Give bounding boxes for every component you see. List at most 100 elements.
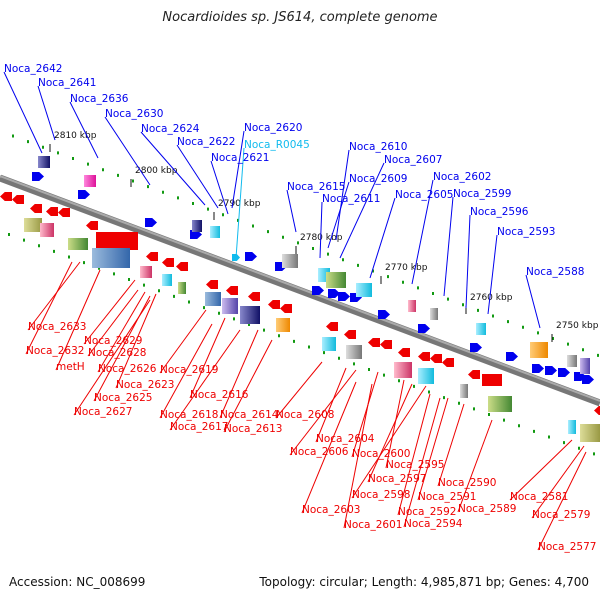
kbp-tick-label: 2790 kbp bbox=[218, 199, 261, 209]
leader-line bbox=[231, 130, 245, 209]
ruler-dot bbox=[492, 314, 494, 318]
feature-block bbox=[140, 266, 152, 278]
ruler-dot bbox=[597, 353, 599, 357]
ruler-dot bbox=[282, 235, 284, 239]
forward-gene-arrow bbox=[190, 230, 202, 239]
reverse-gene-arrow bbox=[226, 286, 238, 295]
genome-summary-text: Topology: circular; Length: 4,985,871 bp… bbox=[259, 575, 589, 589]
leader-line bbox=[417, 397, 449, 501]
ruler-dot bbox=[117, 173, 119, 177]
leader-line bbox=[87, 289, 139, 357]
feature-block bbox=[276, 318, 290, 332]
bottom-gene-label: Noca_2616 bbox=[190, 389, 249, 401]
ruler-dot bbox=[57, 151, 59, 155]
bottom-gene-label: Noca_2589 bbox=[458, 503, 516, 515]
leader-line bbox=[37, 85, 56, 141]
feature-block bbox=[346, 345, 362, 359]
feature-block bbox=[530, 342, 548, 358]
leader-line bbox=[97, 291, 146, 373]
ruler-dot bbox=[473, 407, 475, 411]
leader-line bbox=[385, 379, 405, 469]
ruler-dot bbox=[207, 207, 209, 211]
ruler-dot bbox=[68, 255, 70, 259]
ruler-dot bbox=[563, 441, 565, 445]
feature-block bbox=[222, 298, 238, 314]
ruler-dot bbox=[53, 249, 55, 253]
ruler-dot bbox=[357, 263, 359, 267]
bottom-gene-label: Noca_2623 bbox=[116, 379, 174, 391]
ruler-dot bbox=[518, 424, 520, 428]
bottom-gene-label: Noca_2590 bbox=[438, 477, 496, 489]
reverse-gene-arrow bbox=[398, 348, 410, 357]
bottom-gene-label: Noca_2632 bbox=[26, 345, 84, 357]
ruler-dot bbox=[567, 342, 569, 346]
feature-block bbox=[210, 226, 220, 238]
reverse-gene-arrow bbox=[46, 207, 58, 216]
leader-line bbox=[27, 261, 81, 331]
bottom-gene-label: Noca_2626 bbox=[98, 363, 157, 375]
leader-line bbox=[319, 201, 323, 259]
ruler-dot bbox=[177, 196, 179, 200]
leader-line bbox=[301, 381, 357, 514]
leader-line bbox=[351, 371, 379, 458]
leader-line bbox=[531, 445, 585, 519]
reverse-gene-arrow bbox=[430, 354, 442, 363]
gene-labels: Noca_2642 Noca_2641 Noca_2636 Noca_2630 Noca… bbox=[4, 63, 596, 553]
forward-gene-arrow bbox=[312, 286, 324, 295]
ruler-dot bbox=[387, 275, 389, 279]
ruler-dot bbox=[27, 140, 29, 144]
feature-block bbox=[322, 337, 336, 351]
reverse-gene-arrow bbox=[146, 252, 158, 261]
bottom-gene-label: Noca_2594 bbox=[404, 518, 463, 530]
top-gene-label: Noca_2607 bbox=[384, 154, 442, 166]
bottom-gene-label: Noca_2627 bbox=[74, 406, 132, 418]
bottom-gene-label: Noca_2628 bbox=[88, 347, 146, 359]
top-gene-label: Noca_2611 bbox=[322, 193, 380, 205]
ruler-dot bbox=[267, 230, 269, 234]
reverse-gene-arrow bbox=[594, 406, 600, 415]
forward-gene-arrow bbox=[32, 172, 44, 181]
bottom-gene-label: Noca_2577 bbox=[538, 541, 596, 553]
reverse-gene-arrow bbox=[206, 280, 218, 289]
leader-line bbox=[327, 181, 350, 249]
ruler-dot bbox=[383, 373, 385, 377]
ruler-dot bbox=[447, 297, 449, 301]
leader-line bbox=[465, 214, 471, 309]
ruler-dot bbox=[398, 379, 400, 383]
leader-line bbox=[339, 162, 385, 259]
feature-block bbox=[192, 220, 202, 232]
top-gene-label: Noca_2624 bbox=[141, 123, 200, 135]
kbp-tick-label: 2750 kbp bbox=[556, 321, 599, 331]
ruler-dots bbox=[8, 134, 599, 456]
genome-backbone-highlight bbox=[0, 175, 600, 402]
top-gene-label: Noca_2615 bbox=[287, 181, 345, 193]
bottom-gene-label: Noca_2608 bbox=[276, 409, 334, 421]
ruler-dot bbox=[192, 202, 194, 205]
ruler-dot bbox=[278, 334, 280, 338]
ruler-dot bbox=[98, 266, 100, 270]
ruler-dot bbox=[113, 272, 115, 276]
accession-text: Accession: NC_008699 bbox=[9, 575, 146, 589]
ruler-dot bbox=[42, 145, 44, 149]
bottom-gene-label: Noca_2618 bbox=[160, 409, 218, 421]
ruler-dot bbox=[263, 328, 265, 332]
forward-gene-arrow bbox=[506, 352, 518, 361]
genome-backbone bbox=[0, 174, 600, 407]
ruler-dot bbox=[8, 233, 10, 236]
bottom-gene-label: Noca_2604 bbox=[316, 433, 375, 445]
tick-marks: 2810 kbp 2800 kbp 2790 kbp 2780 kbp 2770 kbp… bbox=[49, 131, 599, 342]
ruler-dot bbox=[233, 317, 235, 321]
kbp-tick-label: 2800 kbp bbox=[135, 166, 178, 176]
reverse-gene-arrow bbox=[344, 330, 356, 339]
reverse-gene-arrow bbox=[162, 258, 174, 267]
bottom-gene-label: Noca_2633 bbox=[28, 321, 86, 333]
top-gene-label: Noca_2609 bbox=[349, 173, 407, 185]
forward-gene-arrow bbox=[145, 218, 157, 227]
ruler-dot bbox=[252, 224, 254, 228]
leader-line bbox=[275, 361, 323, 419]
ruler-dot bbox=[582, 348, 584, 352]
leader-line bbox=[115, 293, 157, 389]
ruler-dot bbox=[503, 418, 505, 422]
feature-block bbox=[488, 396, 512, 412]
reverse-gene-arrow bbox=[368, 338, 380, 347]
